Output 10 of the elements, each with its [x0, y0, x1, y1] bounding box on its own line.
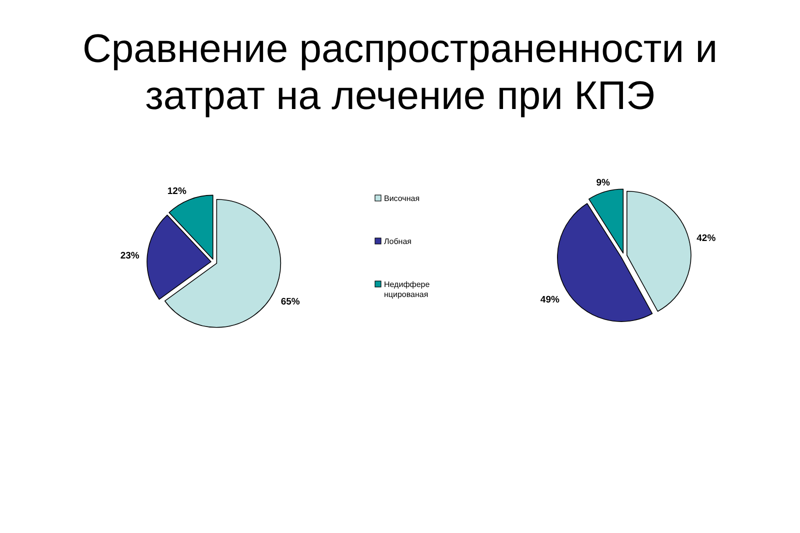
legend-label: Лобная — [384, 237, 412, 246]
data-label: 9% — [596, 177, 610, 188]
legend-label: Височная — [384, 194, 420, 203]
chart-title: Сравнение распространенности и затрат на лечение при КПЭ — [82, 27, 718, 118]
data-label: 23% — [120, 250, 140, 262]
legend-label: Недифференцированая — [384, 280, 430, 299]
data-label: 12% — [167, 186, 187, 197]
data-label: 49% — [540, 294, 560, 306]
data-label: 42% — [696, 232, 716, 244]
data-label: 65% — [280, 296, 300, 308]
